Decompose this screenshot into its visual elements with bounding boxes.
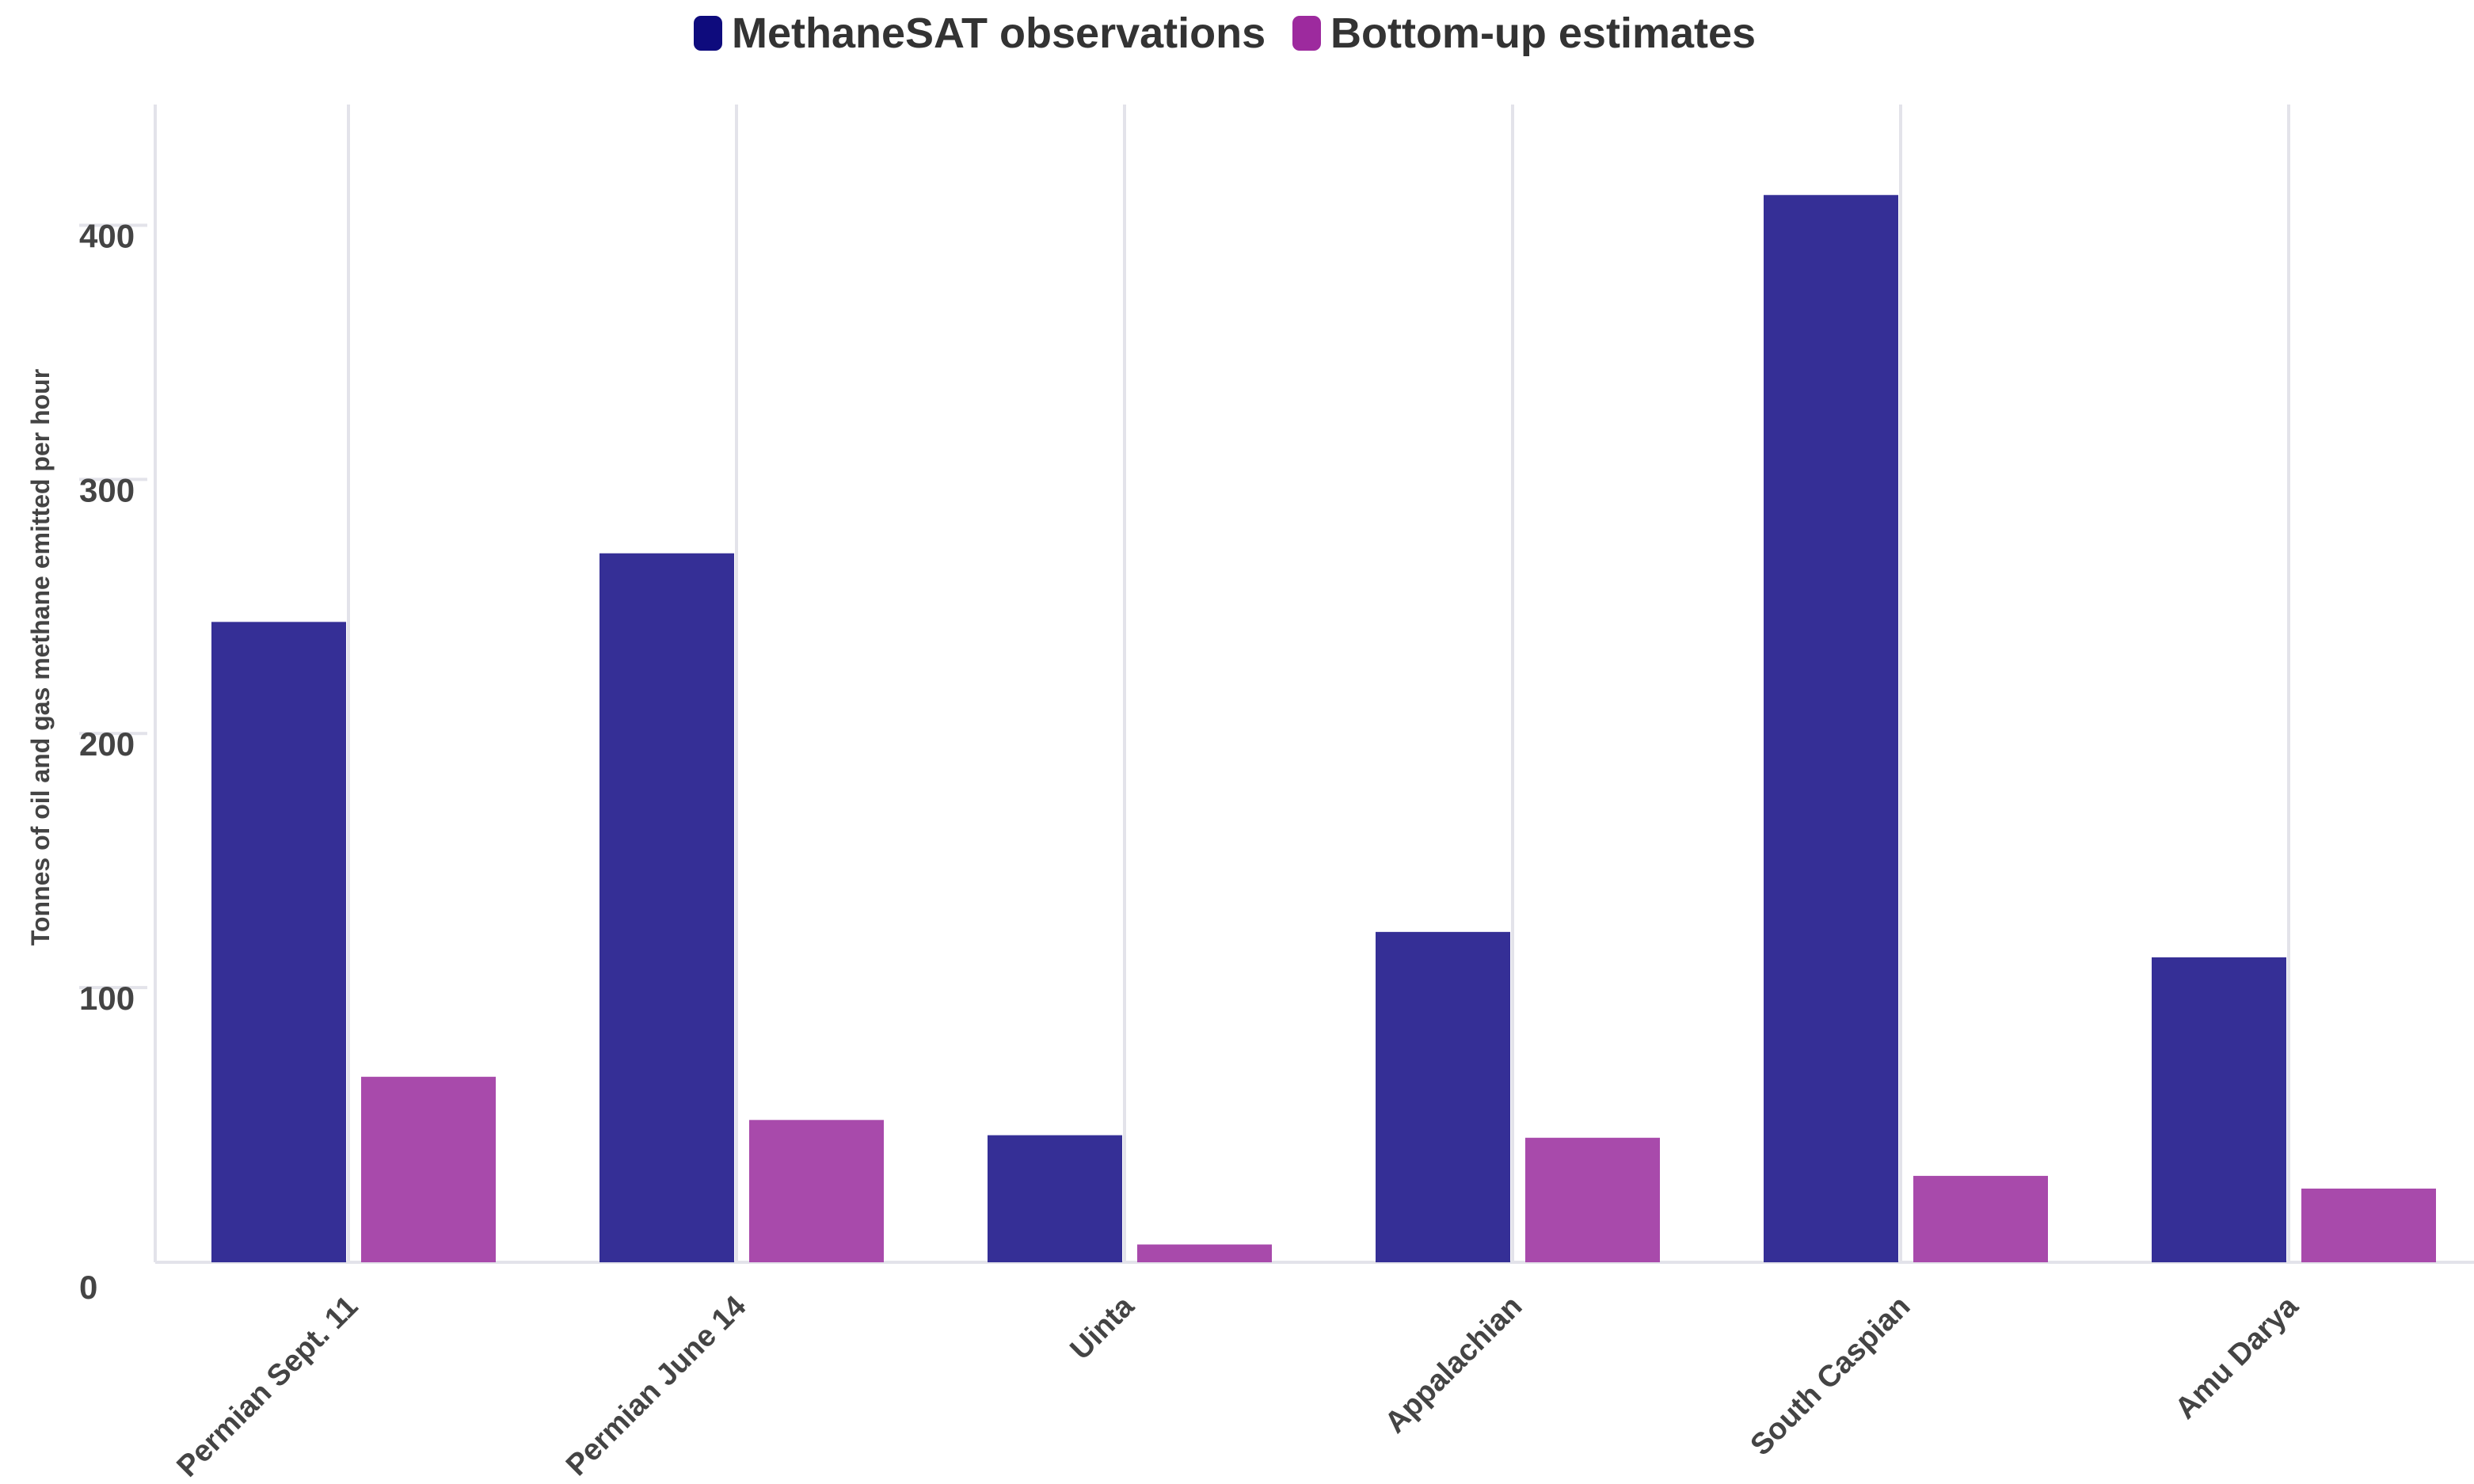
grid bbox=[154, 105, 2474, 1264]
bar-methanesat-5 bbox=[2152, 957, 2286, 1262]
legend-label-bottom-up: Bottom-up estimates bbox=[1330, 10, 1756, 57]
bar-methanesat-4 bbox=[1764, 195, 1898, 1263]
bar-methanesat-0 bbox=[211, 622, 346, 1262]
y-axis-label: Tonnes of oil and gas methane emitted pe… bbox=[26, 369, 55, 946]
y-tick-label: 400 bbox=[79, 217, 135, 254]
bar-bottom-up-4 bbox=[1913, 1175, 2048, 1262]
bars bbox=[211, 195, 2436, 1263]
y-tick-label: 0 bbox=[79, 1269, 97, 1306]
y-tick-label: 300 bbox=[79, 471, 135, 508]
x-axis-labels: Permian Sept. 11 Permian June 14 Uinta Appa… bbox=[171, 1289, 2305, 1483]
y-tick-label: 100 bbox=[79, 980, 135, 1017]
bar-bottom-up-1 bbox=[749, 1120, 884, 1262]
legend: MethaneSAT observations Bottom-up estima… bbox=[694, 10, 1756, 57]
bar-bottom-up-5 bbox=[2301, 1188, 2436, 1262]
x-category-label: Permian June 14 bbox=[560, 1290, 752, 1482]
y-axis-ticks: 0 100 200 300 400 bbox=[79, 217, 147, 1306]
bar-methanesat-3 bbox=[1376, 931, 1510, 1262]
y-tick-label: 200 bbox=[79, 725, 135, 763]
x-category-label: Appalachian bbox=[1379, 1290, 1528, 1440]
bar-bottom-up-2 bbox=[1137, 1244, 1272, 1262]
x-category-label: Amu Darya bbox=[2169, 1289, 2305, 1425]
bar-methanesat-2 bbox=[988, 1135, 1122, 1262]
legend-swatch-bottom-up bbox=[1292, 16, 1321, 51]
legend-swatch-methanesat bbox=[694, 16, 722, 51]
bar-methanesat-1 bbox=[599, 553, 734, 1262]
bar-bottom-up-3 bbox=[1525, 1137, 1660, 1262]
x-category-label: Uinta bbox=[1064, 1289, 1140, 1366]
x-category-label: Permian Sept. 11 bbox=[171, 1290, 365, 1484]
legend-label-methanesat: MethaneSAT observations bbox=[732, 10, 1266, 57]
bar-bottom-up-0 bbox=[361, 1076, 496, 1262]
x-category-label: South Caspian bbox=[1745, 1290, 1917, 1463]
